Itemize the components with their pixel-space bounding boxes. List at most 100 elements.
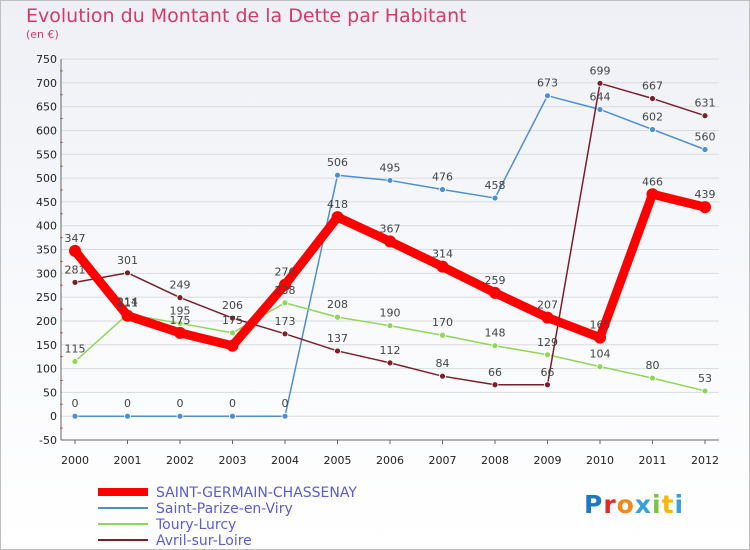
series-point <box>386 322 394 330</box>
data-label: 175 <box>170 314 191 327</box>
series-point <box>174 326 186 339</box>
data-label: 175 <box>222 314 243 327</box>
x-tick-label: 2000 <box>61 454 89 467</box>
data-label: 667 <box>642 80 663 93</box>
data-label: 644 <box>590 90 611 103</box>
logo-letter: o <box>616 490 635 519</box>
data-label: 0 <box>229 397 236 410</box>
series-point <box>649 95 656 102</box>
data-label: 466 <box>642 175 663 188</box>
series-point <box>176 294 184 302</box>
series-point <box>701 387 709 395</box>
y-tick-label: 350 <box>36 244 57 257</box>
x-tick-label: 2012 <box>691 454 719 467</box>
data-label: 439 <box>695 188 716 201</box>
data-label: 129 <box>537 336 558 349</box>
series-point <box>176 319 184 327</box>
series-point <box>491 194 499 202</box>
series-point <box>229 412 236 420</box>
series-point <box>436 260 449 273</box>
data-label: 66 <box>488 366 502 379</box>
x-tick-label: 2009 <box>534 454 562 467</box>
series-point <box>489 286 501 299</box>
data-label: 207 <box>537 299 558 312</box>
legend-label: Saint-Parize-en-Viry <box>156 501 293 517</box>
logo-letter: r <box>603 490 617 519</box>
data-label: 259 <box>485 274 506 287</box>
series-point <box>386 359 394 367</box>
data-label: 238 <box>275 284 296 297</box>
series-point <box>649 126 656 133</box>
data-label: 560 <box>695 130 716 143</box>
x-tick-label: 2003 <box>219 454 247 467</box>
data-label: 80 <box>646 359 660 372</box>
series-point <box>491 381 499 389</box>
data-label: 165 <box>590 319 611 332</box>
logo-letter: t <box>661 490 675 519</box>
data-label: 104 <box>590 348 611 361</box>
data-label: 506 <box>327 156 348 169</box>
data-label: 458 <box>485 179 506 192</box>
x-tick-label: 2010 <box>586 454 614 467</box>
data-label: 66 <box>541 366 555 379</box>
data-label: 367 <box>380 222 401 235</box>
axes: -50 0 50 100 150 200 250 300 350 400 450 500 550 600 6… <box>36 53 719 467</box>
data-label: 170 <box>432 316 453 329</box>
data-label: 211 <box>117 297 138 310</box>
data-label: 249 <box>170 279 191 292</box>
data-label: 115 <box>65 342 86 355</box>
data-label: 137 <box>327 332 348 345</box>
series-point <box>596 79 604 87</box>
series-point <box>596 106 604 113</box>
data-label: 0 <box>72 397 79 410</box>
data-label: 112 <box>380 344 401 357</box>
series-point <box>124 412 131 420</box>
unit-label: (en €) <box>26 28 59 41</box>
series-point <box>699 201 711 214</box>
series-point <box>281 412 289 420</box>
y-tick-label: 200 <box>36 315 57 328</box>
y-tick-label: -50 <box>39 434 57 447</box>
data-label: 0 <box>282 397 289 410</box>
legend: SAINT-GERMAIN-CHASSENAYSaint-Parize-en-V… <box>98 485 357 549</box>
x-tick-label: 2006 <box>376 454 404 467</box>
legend-label: Avril-sur-Loire <box>156 533 252 549</box>
series-point <box>439 331 446 339</box>
data-label: 190 <box>380 307 401 320</box>
data-label: 699 <box>590 64 611 77</box>
series-point <box>124 269 131 277</box>
y-tick-label: 50 <box>43 386 57 399</box>
y-tick-label: 400 <box>36 220 57 233</box>
series-point <box>596 363 604 371</box>
series-point <box>229 329 236 337</box>
series-point <box>544 351 551 359</box>
y-tick-label: 650 <box>36 101 57 114</box>
data-label: 173 <box>275 315 296 328</box>
series-point <box>281 330 289 338</box>
gridlines <box>61 58 719 441</box>
series-point <box>439 186 446 193</box>
series-point <box>646 188 659 201</box>
data-label: 214 <box>117 295 138 308</box>
series-point <box>229 314 236 322</box>
data-label: 631 <box>695 97 716 110</box>
x-tick-label: 2004 <box>271 454 299 467</box>
series-point <box>331 211 344 224</box>
data-label: 208 <box>327 298 348 311</box>
series-point <box>439 372 446 380</box>
data-label: 53 <box>698 372 712 385</box>
series-lines <box>69 79 711 420</box>
series-point <box>279 278 291 291</box>
y-tick-label: 100 <box>36 363 57 376</box>
data-label: 0 <box>177 397 184 410</box>
data-label: 0 <box>124 397 131 410</box>
y-tick-label: 750 <box>36 53 57 66</box>
y-tick-label: 500 <box>36 172 57 185</box>
data-label: 84 <box>436 357 450 370</box>
y-tick-label: 450 <box>36 196 57 209</box>
data-label: 673 <box>537 77 558 90</box>
series-point <box>71 278 79 286</box>
y-tick-label: 700 <box>36 77 57 90</box>
series-point <box>384 235 396 248</box>
legend-label: Toury-Lurcy <box>155 517 236 533</box>
